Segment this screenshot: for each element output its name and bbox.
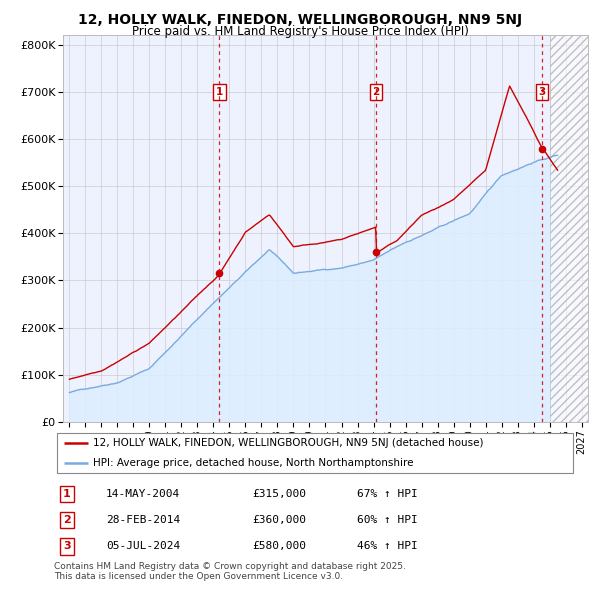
Text: HPI: Average price, detached house, North Northamptonshire: HPI: Average price, detached house, Nort… [93,458,413,468]
Text: 2: 2 [63,515,71,525]
Text: £580,000: £580,000 [253,542,307,552]
Text: 12, HOLLY WALK, FINEDON, WELLINGBOROUGH, NN9 5NJ (detached house): 12, HOLLY WALK, FINEDON, WELLINGBOROUGH,… [93,438,484,448]
Text: 3: 3 [63,542,71,552]
Text: £360,000: £360,000 [253,515,307,525]
Text: Price paid vs. HM Land Registry's House Price Index (HPI): Price paid vs. HM Land Registry's House … [131,25,469,38]
Text: 67% ↑ HPI: 67% ↑ HPI [357,489,418,499]
Text: 28-FEB-2014: 28-FEB-2014 [106,515,181,525]
Text: 1: 1 [216,87,223,97]
Text: 12, HOLLY WALK, FINEDON, WELLINGBOROUGH, NN9 5NJ: 12, HOLLY WALK, FINEDON, WELLINGBOROUGH,… [78,13,522,27]
Text: 05-JUL-2024: 05-JUL-2024 [106,542,181,552]
Text: 2: 2 [373,87,380,97]
Text: 46% ↑ HPI: 46% ↑ HPI [357,542,418,552]
Text: 1: 1 [63,489,71,499]
Text: 3: 3 [538,87,545,97]
Text: This data is licensed under the Open Government Licence v3.0.: This data is licensed under the Open Gov… [54,572,343,581]
Text: £315,000: £315,000 [253,489,307,499]
Text: 60% ↑ HPI: 60% ↑ HPI [357,515,418,525]
Text: 14-MAY-2004: 14-MAY-2004 [106,489,181,499]
FancyBboxPatch shape [56,433,574,473]
Text: Contains HM Land Registry data © Crown copyright and database right 2025.: Contains HM Land Registry data © Crown c… [54,562,406,571]
